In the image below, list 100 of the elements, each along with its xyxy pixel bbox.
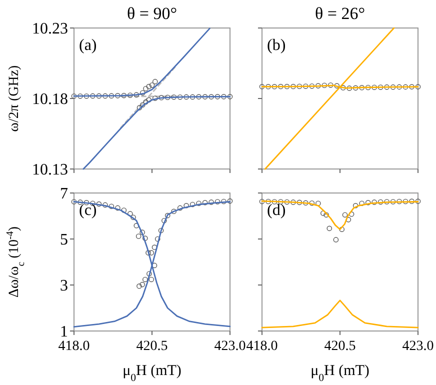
point — [148, 250, 154, 256]
point — [115, 205, 120, 211]
point — [227, 94, 233, 100]
point — [196, 94, 202, 100]
point — [326, 226, 332, 232]
chart-title: θ = 90° — [126, 4, 178, 23]
point — [134, 92, 140, 98]
point — [309, 200, 315, 206]
x-tick-label: 418.0 — [246, 339, 278, 354]
point — [352, 203, 358, 208]
annotation: (b) — [267, 37, 286, 54]
annotation: (d) — [267, 202, 286, 219]
x-tick-label: 420.5 — [136, 339, 168, 354]
point — [415, 198, 421, 204]
y-tick-label: 10.18 — [32, 91, 68, 108]
point — [177, 94, 183, 100]
point — [146, 250, 151, 256]
point — [115, 93, 120, 98]
y-tick-label: 1 — [60, 324, 68, 341]
x-tick-label: 423.0 — [214, 339, 246, 354]
point — [221, 198, 226, 204]
point — [121, 208, 127, 213]
point — [359, 200, 364, 206]
y-tick-label: 10.23 — [32, 20, 68, 38]
point — [149, 82, 155, 88]
point — [384, 199, 390, 204]
point — [202, 94, 208, 100]
point — [164, 94, 170, 100]
point — [140, 230, 145, 235]
x-tick-label: 418.0 — [58, 339, 90, 354]
point — [142, 236, 148, 241]
point — [84, 93, 90, 99]
point — [108, 93, 114, 98]
point — [140, 90, 146, 96]
point — [146, 97, 152, 103]
point — [146, 271, 152, 276]
point — [396, 198, 402, 204]
point — [339, 226, 345, 232]
point — [152, 78, 158, 84]
point — [96, 93, 102, 99]
point — [71, 199, 77, 204]
point — [128, 92, 133, 98]
y-tick-label: 3 — [60, 278, 68, 295]
point — [214, 199, 220, 204]
point — [227, 198, 233, 204]
point — [136, 234, 142, 239]
point — [102, 93, 108, 99]
point — [390, 199, 396, 204]
point — [208, 94, 214, 100]
y-axis-title: ω/2π (GHz) — [7, 64, 22, 132]
point — [108, 204, 114, 209]
point — [142, 276, 148, 282]
point — [190, 202, 196, 208]
point — [143, 86, 148, 92]
point — [96, 201, 102, 207]
point — [158, 95, 164, 100]
point — [121, 92, 127, 98]
point — [143, 99, 148, 105]
point — [296, 200, 302, 206]
point — [171, 94, 176, 100]
annotation: (c) — [79, 202, 97, 219]
point — [378, 199, 384, 205]
point — [71, 93, 77, 99]
point — [409, 198, 414, 204]
point — [136, 105, 142, 110]
point — [208, 200, 214, 205]
point — [102, 202, 108, 208]
point — [152, 96, 158, 101]
point — [324, 212, 329, 218]
point — [184, 94, 189, 100]
point — [184, 203, 189, 208]
point — [214, 94, 220, 100]
point — [190, 94, 196, 100]
point — [140, 102, 146, 108]
x-axis-title: μ$_{0}$H (mT) — [122, 363, 182, 384]
point — [146, 84, 152, 90]
point — [372, 200, 377, 205]
x-axis-title: μ$_{0}$H (mT) — [310, 363, 370, 384]
point — [365, 200, 371, 206]
point — [303, 200, 308, 206]
point — [316, 200, 321, 206]
point — [259, 198, 265, 204]
point — [162, 218, 167, 224]
point — [78, 93, 83, 99]
point — [136, 284, 142, 289]
point — [202, 200, 208, 206]
point — [148, 276, 154, 282]
point — [171, 208, 176, 214]
y-tick-label: 10.13 — [32, 162, 68, 179]
chart-title: θ = 26° — [314, 4, 366, 23]
point — [140, 282, 145, 288]
point — [154, 236, 160, 242]
point — [158, 228, 164, 234]
point — [90, 93, 96, 99]
y-tick-label: 5 — [60, 232, 68, 249]
point — [284, 199, 290, 205]
point — [342, 212, 348, 218]
point — [221, 94, 226, 100]
x-tick-label: 420.5 — [324, 339, 356, 354]
point — [130, 214, 136, 220]
